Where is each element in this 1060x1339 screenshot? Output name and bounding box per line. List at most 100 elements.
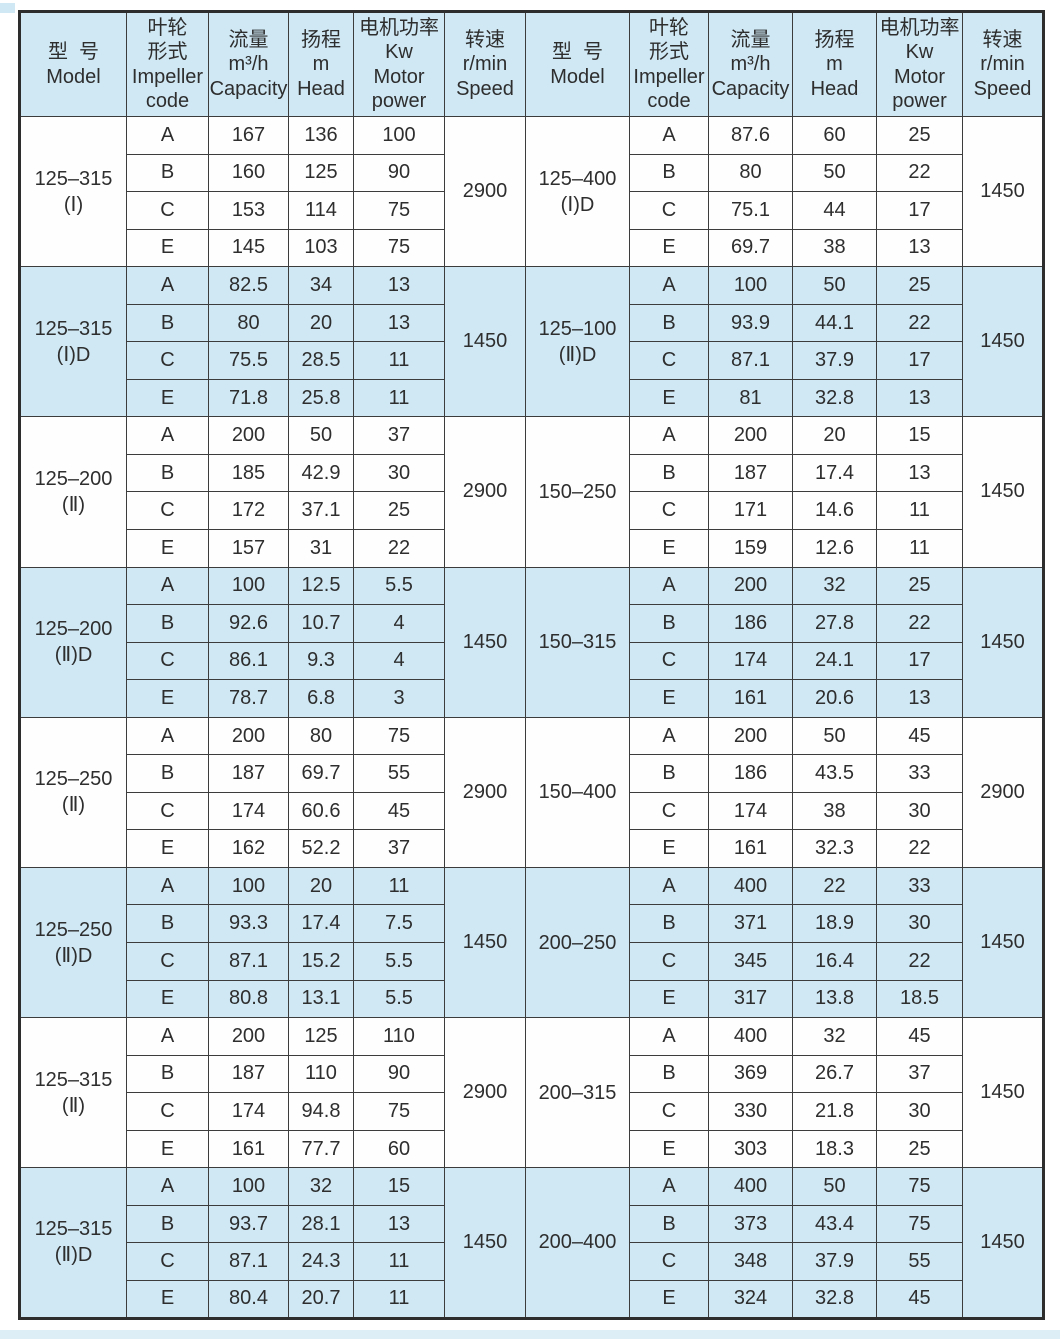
impeller-code-cell: C: [126, 341, 209, 380]
capacity-cell: 80: [208, 303, 289, 343]
capacity-cell: 185: [208, 453, 289, 493]
model-cell: 125–315 (Ⅱ): [19, 1017, 127, 1169]
impeller-code-cell: C: [629, 341, 709, 380]
table-row: B 92.6 10.7 4 B 186 27.8 22: [20, 604, 1044, 643]
impeller-code-cell: B: [126, 1054, 209, 1094]
model-line: 150–400: [538, 781, 617, 804]
head-cell: 20: [792, 416, 877, 455]
capacity-cell: 78.7: [208, 679, 289, 718]
head-cell: 80: [288, 716, 354, 756]
capacity-cell: 71.8: [208, 378, 289, 418]
capacity-cell: 80: [708, 153, 793, 193]
speed-cell: 1450: [962, 266, 1044, 418]
power-cell: 45: [876, 716, 963, 756]
model-line: 200–250: [538, 931, 617, 954]
model-cell: 150–315: [525, 566, 630, 718]
table-row: E 71.8 25.8 11 E 81 32.8 13: [20, 378, 1044, 418]
impeller-code-cell: A: [126, 566, 209, 606]
impeller-code-cell: B: [126, 1204, 209, 1244]
capacity-cell: 75.1: [708, 191, 793, 230]
impeller-code-cell: A: [629, 866, 709, 906]
model-line: (Ⅱ)D: [558, 343, 597, 366]
power-cell: 100: [353, 116, 445, 155]
model-line: 125–315: [34, 317, 113, 340]
head-cell: 37.1: [288, 491, 354, 531]
pump-specification-table: 型 号 Model 叶轮 形式 Impeller code 流量 m³/h Capacity 扬程…: [18, 10, 1045, 1320]
model-line: (Ⅱ)D: [54, 1244, 93, 1267]
impeller-code-cell: E: [629, 228, 709, 268]
model-line: 125–315: [34, 1068, 113, 1091]
power-cell: 18.5: [876, 979, 963, 1019]
model-line: 200–400: [538, 1231, 617, 1254]
capacity-cell: 174: [708, 791, 793, 831]
power-cell: 13: [876, 453, 963, 493]
model-line: 125–200: [34, 618, 113, 641]
model-line: 125–250: [34, 768, 113, 791]
power-cell: 25: [876, 266, 963, 305]
power-cell: 90: [353, 1054, 445, 1094]
power-cell: 55: [876, 1242, 963, 1281]
capacity-cell: 186: [708, 604, 793, 643]
head-cell: 20: [288, 303, 354, 343]
capacity-cell: 187: [208, 754, 289, 793]
power-cell: 37: [353, 416, 445, 455]
model-cell: 125–200 (Ⅱ): [19, 416, 127, 568]
header-speed: 转速 r/min Speed: [444, 11, 526, 117]
impeller-code-cell: A: [126, 266, 209, 305]
power-cell: 22: [876, 604, 963, 643]
table-row: C 153 114 75 C 75.1 44 17: [20, 191, 1044, 230]
table-row: E 161 77.7 60 E 303 18.3 25: [20, 1129, 1044, 1169]
head-cell: 34: [288, 266, 354, 305]
impeller-code-cell: C: [126, 1092, 209, 1131]
model-cell: 125–250 (Ⅱ): [19, 716, 127, 868]
model-line: 200–315: [538, 1081, 617, 1104]
model-cell: 125–100 (Ⅱ)D: [525, 266, 630, 418]
impeller-code-cell: A: [126, 416, 209, 455]
header-head: 扬程 m Head: [792, 11, 877, 117]
power-cell: 17: [876, 341, 963, 380]
head-cell: 60.6: [288, 791, 354, 831]
head-cell: 10.7: [288, 604, 354, 643]
head-cell: 12.5: [288, 566, 354, 606]
header-capacity-line: m³/h: [730, 53, 771, 76]
header-head-line: 扬程: [301, 28, 341, 51]
impeller-code-cell: A: [629, 1167, 709, 1206]
power-cell: 4: [353, 604, 445, 643]
model-line: (Ⅱ): [61, 1094, 86, 1117]
power-cell: 33: [876, 754, 963, 793]
impeller-code-cell: E: [629, 1279, 709, 1319]
capacity-cell: 174: [708, 641, 793, 681]
model-line: 125–100: [538, 317, 617, 340]
header-head-line: m: [312, 53, 330, 76]
capacity-cell: 345: [708, 942, 793, 981]
capacity-cell: 187: [708, 453, 793, 493]
power-cell: 22: [353, 529, 445, 568]
power-cell: 15: [876, 416, 963, 455]
head-cell: 37.9: [792, 341, 877, 380]
head-cell: 125: [288, 153, 354, 193]
impeller-code-cell: C: [629, 942, 709, 981]
table-row: 125–250 (Ⅱ)D A 100 20 11 1450 200–250 A 400 22 33 14…: [19, 866, 1044, 1019]
header-speed: 转速 r/min Speed: [962, 11, 1044, 117]
head-cell: 38: [792, 228, 877, 268]
head-cell: 125: [288, 1017, 354, 1056]
impeller-code-cell: B: [629, 754, 709, 793]
speed-cell: 2900: [444, 115, 526, 268]
capacity-cell: 75.5: [208, 341, 289, 380]
head-cell: 14.6: [792, 491, 877, 531]
impeller-code-cell: A: [629, 116, 709, 155]
impeller-code-cell: A: [126, 716, 209, 756]
model-cell: 125–315 (Ⅱ)D: [19, 1167, 127, 1319]
capacity-cell: 80.4: [208, 1279, 289, 1319]
power-cell: 75: [353, 191, 445, 230]
capacity-cell: 80.8: [208, 979, 289, 1019]
power-cell: 75: [353, 1092, 445, 1131]
impeller-code-cell: B: [126, 153, 209, 193]
table-row: 125–315 (Ⅰ)D A 82.5 34 13 1450 125–100 (Ⅱ)D A 100 5…: [19, 266, 1044, 418]
speed-cell: 1450: [962, 115, 1044, 268]
power-cell: 90: [353, 153, 445, 193]
capacity-cell: 174: [208, 791, 289, 831]
power-cell: 75: [353, 716, 445, 756]
impeller-code-cell: E: [126, 829, 209, 868]
header-power-line: power: [892, 89, 947, 112]
